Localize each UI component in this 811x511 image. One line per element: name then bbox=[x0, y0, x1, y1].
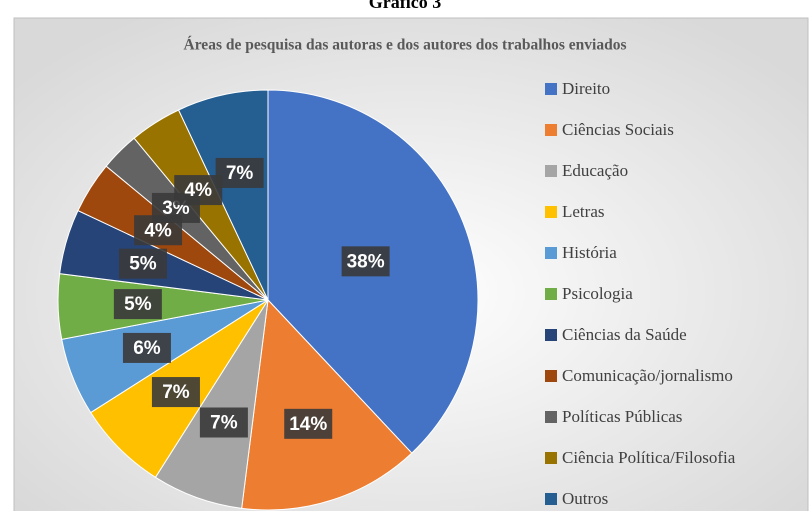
value-label-text: 38% bbox=[347, 251, 385, 272]
value-label-text: 7% bbox=[226, 163, 254, 184]
legend-label: Ciências da Saúde bbox=[562, 325, 687, 344]
value-label: 7% bbox=[215, 157, 264, 188]
legend-label: Ciência Política/Filosofia bbox=[562, 448, 736, 467]
legend-label: Educação bbox=[562, 161, 628, 180]
legend-label: Ciências Sociais bbox=[562, 120, 674, 139]
value-label-box bbox=[174, 175, 223, 206]
legend-label: Comunicação/jornalismo bbox=[562, 366, 733, 385]
value-label-box bbox=[151, 377, 200, 408]
value-label-text: 6% bbox=[133, 338, 161, 359]
value-label-box bbox=[341, 246, 390, 277]
value-label-box bbox=[215, 157, 264, 188]
legend-swatch bbox=[545, 288, 557, 300]
pie-slice bbox=[177, 89, 269, 301]
value-label-text: 4% bbox=[144, 220, 172, 241]
value-label-box bbox=[284, 408, 333, 439]
legend-swatch bbox=[545, 493, 557, 505]
legend-label: Políticas Públicas bbox=[562, 407, 682, 426]
value-label: 4% bbox=[174, 175, 223, 206]
legend-label: Psicologia bbox=[562, 284, 633, 303]
legend-swatch bbox=[545, 165, 557, 177]
value-label-box bbox=[122, 332, 171, 363]
value-label: 4% bbox=[134, 215, 183, 246]
value-label: 14% bbox=[284, 408, 333, 439]
chart-title: Áreas de pesquisa das autoras e dos auto… bbox=[184, 37, 627, 54]
value-label: 5% bbox=[113, 289, 162, 320]
legend-swatch bbox=[545, 329, 557, 341]
value-label-text: 5% bbox=[124, 294, 152, 315]
legend-swatch bbox=[545, 452, 557, 464]
value-label-text: 7% bbox=[162, 382, 190, 403]
value-labels: 38%14%7%7%6%5%5%4%3%4%7% bbox=[113, 157, 390, 439]
value-label: 7% bbox=[199, 407, 248, 438]
value-label-box bbox=[118, 248, 167, 279]
figure-label: Gráfico 3 bbox=[369, 0, 441, 12]
legend-label: História bbox=[562, 243, 617, 262]
value-label: 6% bbox=[122, 332, 171, 363]
legend-swatch bbox=[545, 124, 557, 136]
value-label-box bbox=[199, 407, 248, 438]
legend-swatch bbox=[545, 206, 557, 218]
legend-swatch bbox=[545, 247, 557, 259]
value-label: 5% bbox=[118, 248, 167, 279]
legend-swatch bbox=[545, 83, 557, 95]
legend-swatch bbox=[545, 411, 557, 423]
legend: Direito Ciências Sociais Educação Letras His… bbox=[545, 79, 736, 508]
value-label-text: 7% bbox=[210, 413, 238, 434]
value-label-box bbox=[113, 289, 162, 320]
legend-label: Outros bbox=[562, 489, 608, 508]
value-label-text: 5% bbox=[129, 254, 157, 275]
legend-label: Direito bbox=[562, 79, 610, 98]
value-label-text: 14% bbox=[289, 414, 327, 435]
legend-swatch bbox=[545, 370, 557, 382]
value-label: 38% bbox=[341, 246, 390, 277]
value-label-text: 4% bbox=[185, 180, 213, 201]
value-label: 7% bbox=[151, 377, 200, 408]
pie-slice bbox=[241, 298, 413, 511]
legend-label: Letras bbox=[562, 202, 604, 221]
